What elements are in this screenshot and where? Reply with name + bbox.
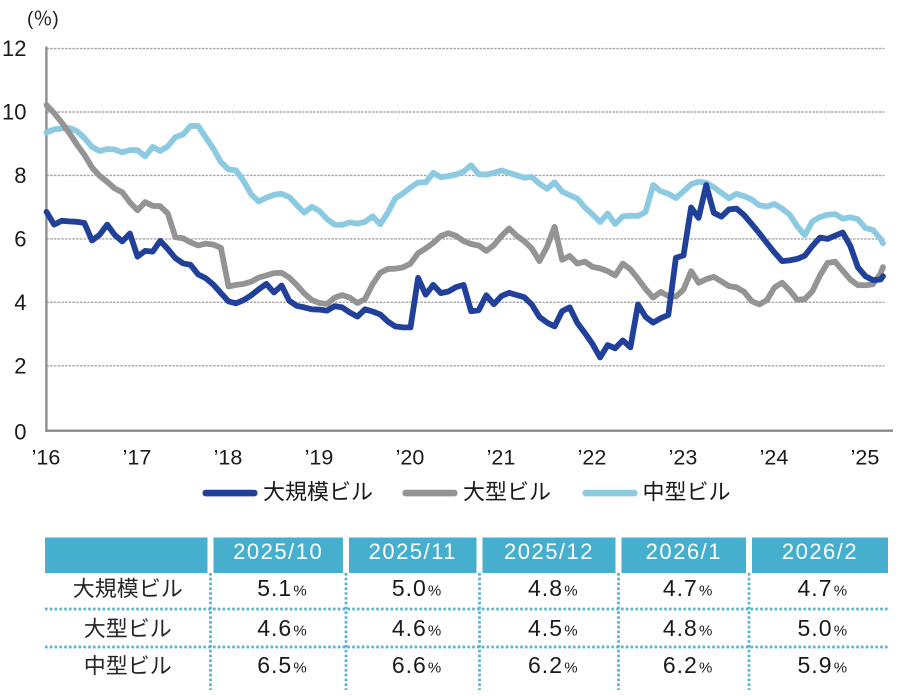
svg-text:4.8: 4.8 [663,615,698,641]
svg-text:(％): (％) [27,9,59,30]
svg-text:’21: ’21 [487,446,516,470]
svg-text:4.6: 4.6 [392,615,427,641]
svg-text:%: % [564,582,577,599]
svg-text:5.9: 5.9 [798,652,833,678]
svg-text:6: 6 [14,226,26,251]
svg-text:%: % [428,622,441,639]
svg-text:’18: ’18 [214,446,243,470]
svg-text:%: % [564,622,577,639]
svg-text:2025/10: 2025/10 [233,539,323,564]
svg-text:’25: ’25 [851,446,880,470]
svg-text:6.2: 6.2 [528,652,563,678]
svg-text:%: % [699,622,712,639]
svg-text:5.0: 5.0 [392,575,427,601]
svg-text:4: 4 [14,290,26,315]
svg-text:%: % [293,660,306,677]
svg-text:%: % [834,582,847,599]
svg-text:2026/1: 2026/1 [646,539,722,564]
svg-text:8: 8 [14,163,26,188]
svg-text:0: 0 [14,420,26,445]
svg-text:%: % [564,660,577,677]
svg-text:4.6: 4.6 [257,615,292,641]
svg-text:%: % [834,660,847,677]
svg-text:2: 2 [14,353,26,378]
svg-text:’20: ’20 [396,446,425,470]
svg-text:12: 12 [2,36,26,61]
svg-text:2025/12: 2025/12 [504,539,594,564]
svg-text:%: % [293,582,306,599]
svg-text:6.2: 6.2 [663,652,698,678]
svg-text:’17: ’17 [123,446,152,470]
svg-text:6.5: 6.5 [257,652,292,678]
svg-text:4.8: 4.8 [528,575,563,601]
svg-text:%: % [699,660,712,677]
svg-text:%: % [428,582,441,599]
svg-text:’19: ’19 [305,446,334,470]
svg-text:’23: ’23 [669,446,698,470]
svg-text:%: % [428,660,441,677]
svg-text:4.7: 4.7 [798,575,833,601]
svg-text:%: % [699,582,712,599]
svg-text:5.1: 5.1 [257,575,292,601]
svg-text:%: % [293,622,306,639]
svg-text:4.7: 4.7 [663,575,698,601]
svg-text:5.0: 5.0 [798,615,833,641]
svg-text:6.6: 6.6 [392,652,427,678]
svg-text:10: 10 [2,100,26,125]
svg-text:’22: ’22 [578,446,607,470]
svg-text:’24: ’24 [760,446,789,470]
svg-text:2025/11: 2025/11 [369,539,457,564]
svg-text:’16: ’16 [32,446,61,470]
svg-text:4.5: 4.5 [528,615,563,641]
svg-text:%: % [834,622,847,639]
svg-text:2026/2: 2026/2 [782,539,858,564]
